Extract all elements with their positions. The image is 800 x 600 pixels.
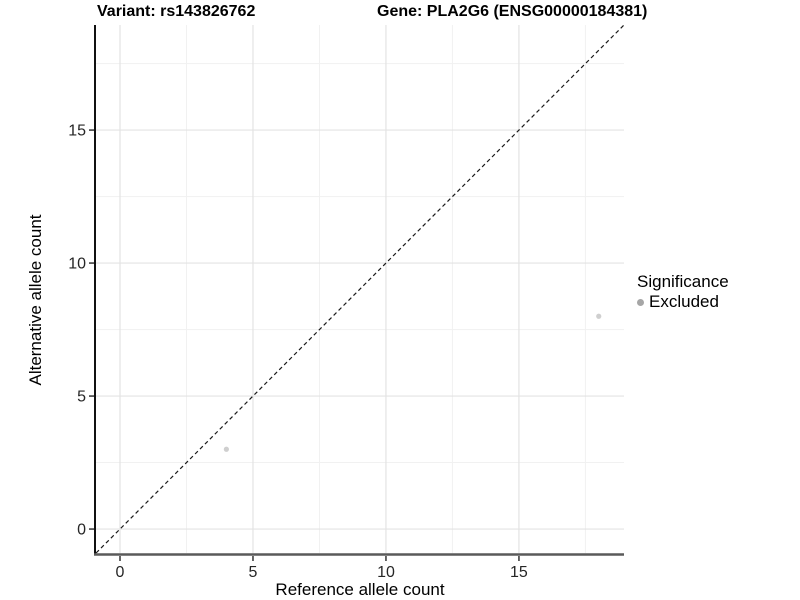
y-tick-label: 10: [68, 256, 86, 273]
excluded-point-icon: [637, 298, 644, 306]
x-tick-label: 0: [116, 564, 125, 581]
data-point: [596, 313, 602, 319]
plot-title-variant: Variant: rs143826762: [97, 3, 256, 20]
x-axis-title: Reference allele count: [275, 580, 445, 599]
data-point: [223, 446, 229, 452]
identity-line: [95, 24, 625, 554]
x-tick-label: 5: [249, 564, 258, 581]
legend-title: Significance: [637, 272, 729, 291]
y-tick-label: 5: [77, 389, 86, 406]
legend: Significance Excluded: [637, 272, 729, 311]
x-tick-label: 10: [377, 564, 395, 581]
y-tick-label: 0: [77, 522, 86, 539]
plot-title-gene: Gene: PLA2G6 (ENSG00000184381): [377, 3, 648, 20]
legend-item-excluded: Excluded: [637, 293, 729, 311]
y-tick-label: 15: [68, 123, 86, 140]
legend-item-label: Excluded: [649, 292, 719, 311]
x-tick-label: 15: [510, 564, 528, 581]
